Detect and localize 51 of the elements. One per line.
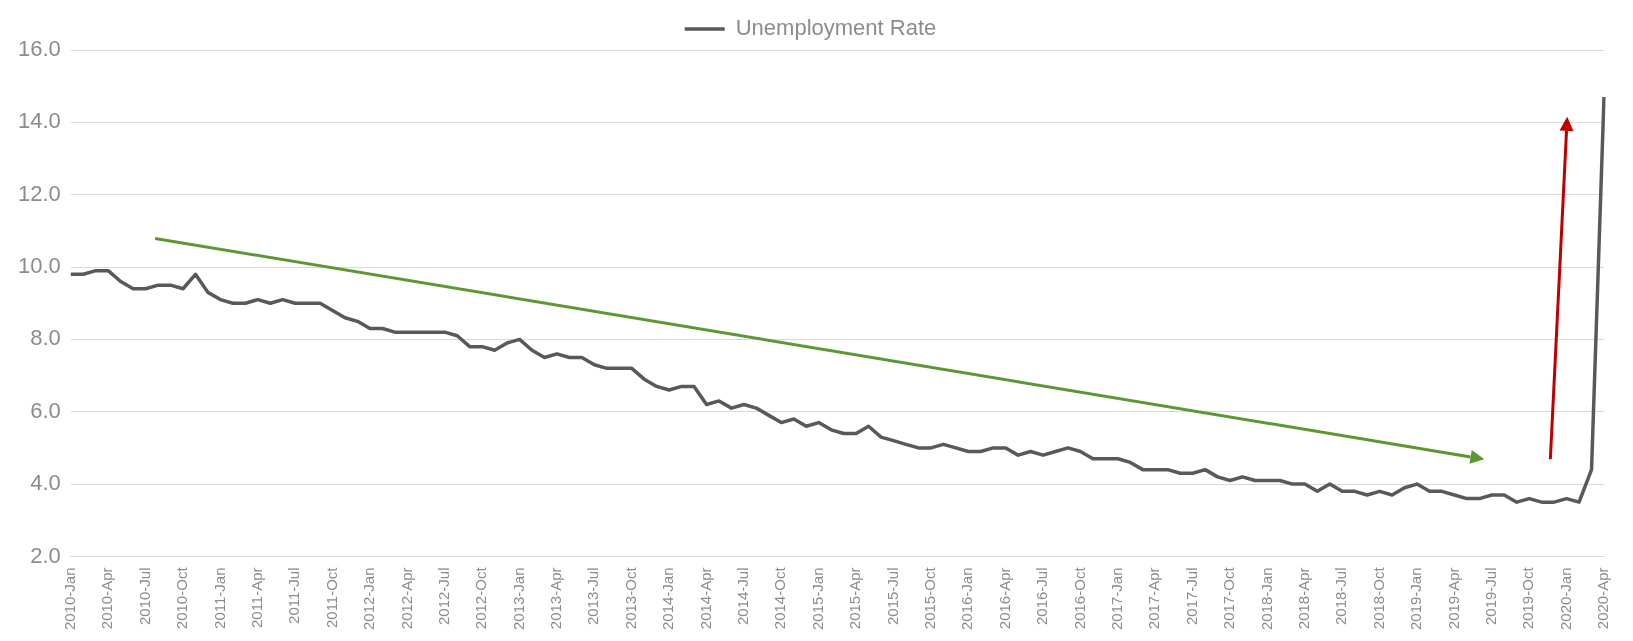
x-tick-label: 2017-Jan xyxy=(1108,567,1126,631)
x-tick-label: 2014-Apr xyxy=(696,567,714,630)
x-tick-label: 2018-Apr xyxy=(1294,567,1312,630)
x-tick-label: 2018-Jul xyxy=(1332,567,1350,625)
y-tick-label: 6.0 xyxy=(30,397,61,423)
y-tick-label: 14.0 xyxy=(17,108,61,134)
x-tick-label: 2012-Jan xyxy=(360,567,378,631)
x-tick-label: 2013-Jul xyxy=(584,567,602,625)
legend-label: Unemployment Rate xyxy=(735,15,937,41)
x-tick-label: 2015-Apr xyxy=(846,567,864,630)
x-tick-label: 2017-Apr xyxy=(1145,567,1163,630)
x-tick-label: 2019-Jul xyxy=(1481,567,1499,625)
y-tick-label: 16.0 xyxy=(17,36,61,62)
x-tick-label: 2010-Apr xyxy=(98,567,116,630)
x-tick-label: 2010-Jul xyxy=(135,567,153,625)
y-tick-label: 12.0 xyxy=(17,180,61,206)
x-tick-label: 2018-Jan xyxy=(1257,567,1275,631)
x-tick-label: 2019-Apr xyxy=(1444,567,1462,630)
y-tick-label: 10.0 xyxy=(17,253,61,279)
x-tick-label: 2011-Jan xyxy=(210,567,228,629)
x-tick-label: 2012-Oct xyxy=(472,566,490,630)
x-tick-label: 2011-Jul xyxy=(285,567,303,624)
x-tick-label: 2012-Apr xyxy=(397,567,415,630)
x-tick-label: 2014-Oct xyxy=(771,566,789,630)
x-tick-label: 2011-Oct xyxy=(322,566,340,629)
x-tick-label: 2014-Jul xyxy=(734,567,752,625)
x-tick-label: 2013-Oct xyxy=(621,566,639,630)
x-tick-label: 2014-Jan xyxy=(659,567,677,631)
x-tick-label: 2016-Jul xyxy=(1033,567,1051,625)
x-tick-label: 2019-Jan xyxy=(1407,567,1425,631)
x-tick-label: 2017-Oct xyxy=(1220,566,1238,630)
x-tick-label: 2017-Jul xyxy=(1182,567,1200,625)
x-tick-label: 2016-Apr xyxy=(995,567,1013,630)
x-tick-label: 2019-Oct xyxy=(1519,566,1537,630)
x-tick-label: 2015-Oct xyxy=(921,566,939,630)
y-tick-label: 2.0 xyxy=(30,542,61,568)
x-tick-label: 2013-Jan xyxy=(509,567,527,631)
x-tick-label: 2015-Jul xyxy=(883,567,901,625)
y-tick-label: 4.0 xyxy=(30,470,61,496)
y-tick-label: 8.0 xyxy=(30,325,61,351)
x-tick-label: 2013-Apr xyxy=(547,567,565,630)
x-tick-label: 2015-Jan xyxy=(808,567,826,631)
x-tick-label: 2010-Jan xyxy=(60,567,78,631)
x-tick-label: 2010-Oct xyxy=(173,566,191,630)
x-tick-label: 2020-Jan xyxy=(1556,567,1574,631)
x-tick-label: 2020-Apr xyxy=(1594,567,1612,630)
x-tick-label: 2011-Apr xyxy=(247,567,265,629)
x-tick-label: 2012-Jul xyxy=(434,567,452,625)
x-tick-label: 2016-Oct xyxy=(1070,566,1088,630)
x-tick-label: 2016-Jan xyxy=(958,567,976,631)
x-tick-label: 2018-Oct xyxy=(1369,566,1387,630)
